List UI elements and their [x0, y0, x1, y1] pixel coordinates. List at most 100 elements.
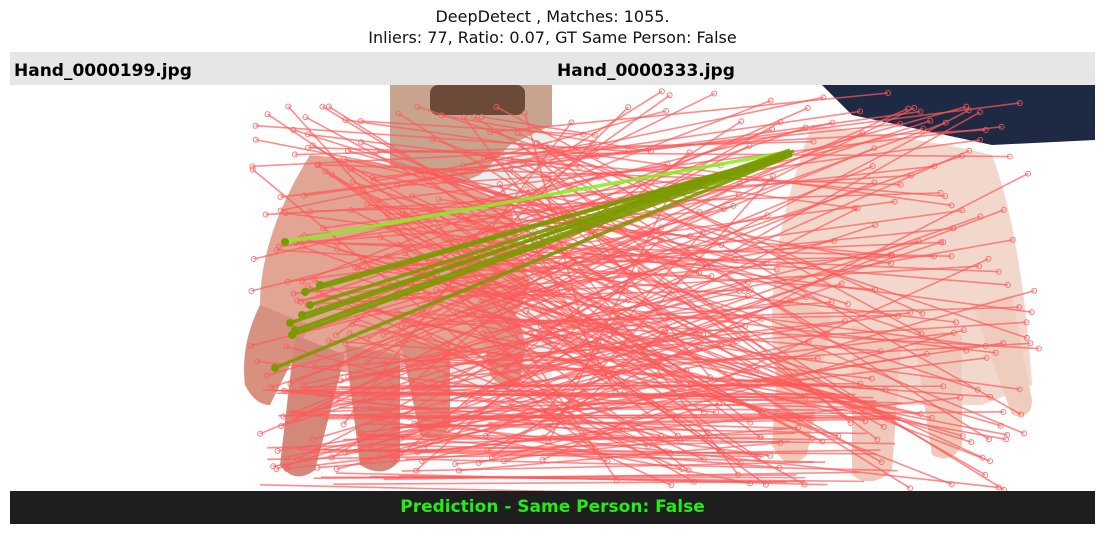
image-pair — [10, 85, 1095, 491]
outlier-match-line — [252, 129, 986, 168]
outlier-match-line — [308, 440, 790, 454]
outlier-match-line — [405, 458, 898, 472]
keypoint-marker — [907, 485, 914, 491]
keypoint-marker — [992, 349, 999, 356]
outlier-match-line — [473, 116, 990, 441]
keypoint-marker — [805, 338, 812, 345]
outlier-match-line — [521, 269, 957, 324]
keypoint-marker — [1027, 340, 1034, 347]
keypoint-marker — [868, 375, 875, 382]
outlier-match-line — [457, 310, 1020, 391]
keypoint-marker — [940, 383, 947, 390]
outlier-match-line — [496, 106, 922, 335]
keypoint-marker — [278, 423, 285, 430]
keypoint-marker — [282, 210, 289, 217]
keypoint-marker — [527, 329, 534, 336]
keypoint-marker — [277, 207, 284, 214]
outlier-match-lines — [247, 88, 1042, 491]
keypoint-marker — [395, 110, 402, 117]
keypoint-marker — [1023, 319, 1030, 326]
outlier-match-line — [297, 109, 970, 460]
keypoint-marker — [487, 129, 494, 136]
keypoint-marker — [1004, 281, 1011, 288]
outlier-match-line — [290, 397, 803, 414]
outlier-match-line — [305, 116, 885, 428]
keypoint-marker — [851, 205, 858, 212]
keypoint-marker — [364, 201, 371, 208]
keypoint-marker — [250, 256, 257, 263]
keypoint-marker — [1031, 287, 1038, 294]
keypoint-marker — [320, 224, 327, 231]
inlier-match-line — [309, 150, 792, 307]
outlier-match-line — [525, 149, 970, 346]
keypoint-marker — [731, 256, 738, 263]
keypoint-marker — [342, 340, 349, 347]
keypoint-marker — [919, 310, 926, 317]
title-line-inliers: Inliers: 77, Ratio: 0.07, GT Same Person… — [368, 28, 737, 47]
keypoint-marker — [968, 439, 975, 446]
left-bracelet — [430, 85, 525, 115]
outlier-match-line — [463, 128, 773, 241]
keypoint-marker — [333, 240, 340, 247]
keypoint-marker — [349, 321, 356, 328]
keypoint-marker — [663, 107, 670, 114]
keypoint-marker — [1018, 411, 1025, 418]
keypoint-marker — [747, 419, 754, 426]
inlier-keypoint — [316, 281, 324, 289]
outlier-match-line — [432, 138, 1028, 339]
keypoint-marker — [787, 297, 794, 304]
outlier-match-line — [281, 390, 854, 400]
keypoint-marker — [758, 315, 765, 322]
keypoint-marker — [332, 364, 339, 371]
keypoint-marker — [685, 467, 692, 474]
prediction-text: Prediction - Same Person: False — [400, 497, 705, 517]
outlier-match-line — [295, 211, 700, 244]
keypoint-marker — [262, 211, 269, 218]
match-lines-overlay — [247, 88, 1042, 491]
keypoint-marker — [872, 222, 879, 229]
outlier-match-line — [343, 400, 877, 416]
keypoint-marker — [435, 196, 442, 203]
keypoint-marker — [1000, 206, 1007, 213]
keypoint-marker — [478, 113, 485, 120]
keypoint-marker — [342, 116, 349, 123]
keypoint-marker — [977, 109, 984, 116]
outlier-match-line — [286, 340, 809, 458]
keypoint-marker — [985, 255, 992, 262]
keypoint-marker — [1000, 340, 1007, 347]
keypoint-marker — [595, 172, 602, 179]
keypoint-marker — [770, 173, 777, 180]
keypoint-marker — [1035, 345, 1042, 352]
keypoint-marker — [248, 287, 255, 294]
keypoint-marker — [880, 423, 887, 430]
keypoint-marker — [974, 386, 981, 393]
outlier-match-line — [477, 90, 663, 207]
outlier-match-line — [542, 330, 665, 438]
outlier-match-line — [251, 193, 634, 292]
keypoint-marker — [380, 331, 387, 338]
keypoint-marker — [927, 117, 934, 124]
outlier-match-line — [481, 116, 595, 136]
keypoint-marker — [891, 198, 898, 205]
keypoint-marker — [449, 167, 456, 174]
right-image-filename: Hand_0000333.jpg — [557, 61, 735, 81]
keypoint-marker — [767, 97, 774, 104]
keypoint-marker — [314, 464, 321, 471]
outlier-match-line — [323, 139, 981, 229]
keypoint-marker — [982, 126, 989, 133]
inlier-keypoint — [306, 301, 314, 309]
keypoint-marker — [394, 309, 401, 316]
outlier-match-line — [486, 357, 818, 362]
keypoint-marker — [595, 338, 602, 345]
keypoint-marker — [696, 344, 703, 351]
outlier-match-line — [280, 96, 824, 212]
keypoint-marker — [305, 144, 312, 151]
inlier-keypoint — [271, 364, 279, 372]
keypoint-marker — [1016, 99, 1023, 106]
keypoint-marker — [953, 319, 960, 326]
keypoint-marker — [983, 354, 990, 361]
keypoint-marker — [537, 322, 544, 329]
outlier-match-line — [401, 461, 815, 472]
keypoint-marker — [249, 163, 256, 170]
left-image-filename: Hand_0000199.jpg — [14, 61, 192, 81]
